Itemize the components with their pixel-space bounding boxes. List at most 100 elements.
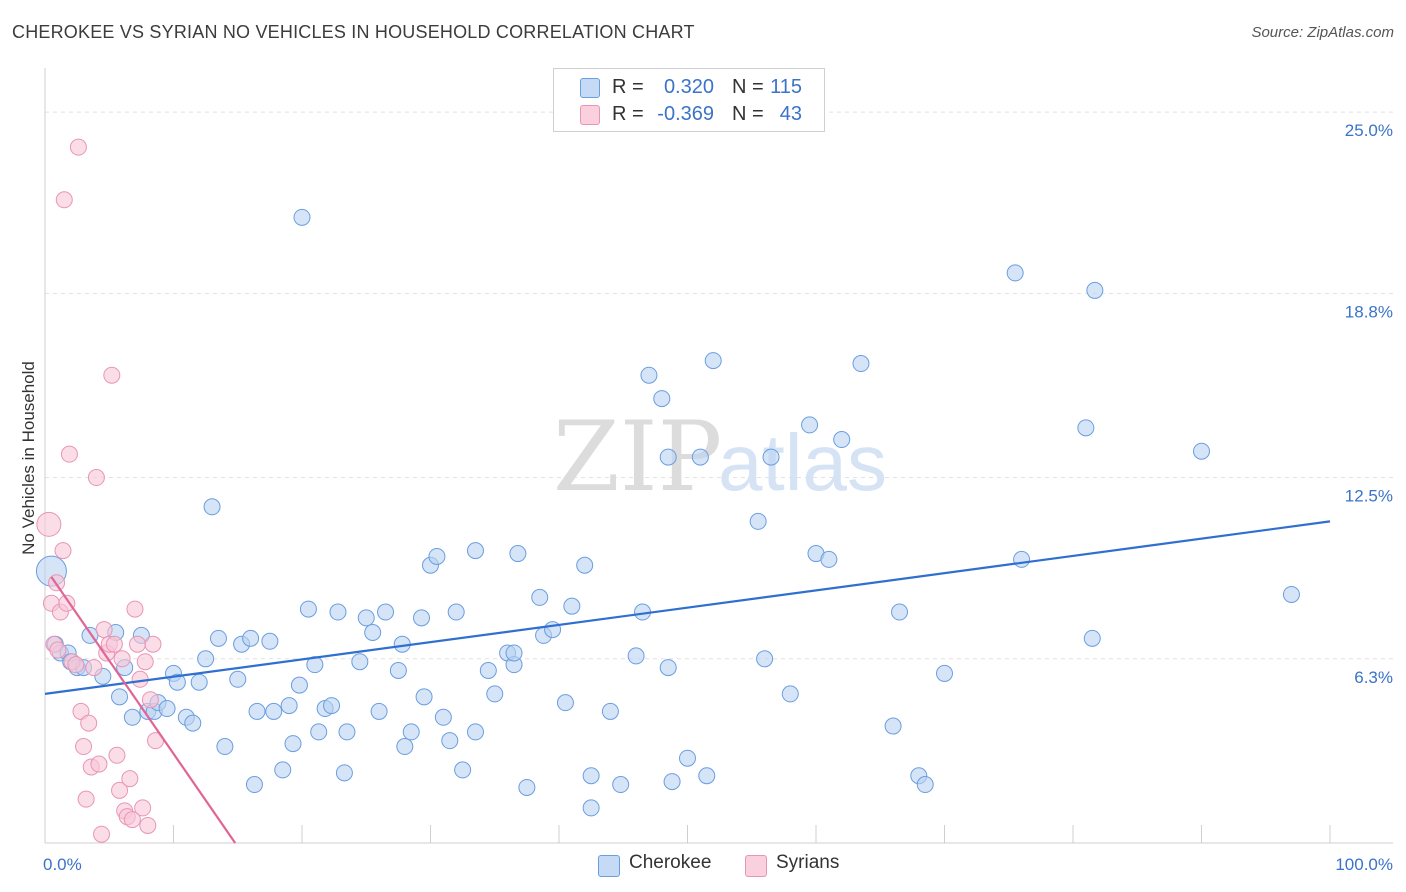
cherokee-point (486, 685, 504, 703)
cherokee-point (447, 603, 465, 621)
cherokee-point (1013, 550, 1031, 568)
cherokee-point (653, 390, 671, 408)
cherokee-point (441, 732, 459, 750)
syrians-label: Syrians (776, 852, 840, 873)
watermark: ZIP atlas (553, 401, 887, 513)
syrians-point (54, 542, 72, 560)
cherokee-point (936, 664, 953, 682)
cherokee-point (290, 676, 308, 694)
syrians-point (113, 650, 131, 668)
cherokee-point (659, 659, 677, 677)
syrians-point (77, 790, 95, 808)
cherokee-point (415, 688, 433, 706)
syrians-trendline (50, 576, 237, 844)
cherokee-point (351, 653, 369, 671)
syrians-point (85, 659, 103, 677)
legend-swatch-pink (580, 105, 600, 125)
cherokee-point (1282, 585, 1300, 603)
syrians-point (55, 191, 73, 209)
cherokee-point (833, 431, 851, 449)
legend-row-cherokee: R = 0.320 N = 115 (554, 74, 824, 100)
cherokee-point (248, 702, 266, 720)
cherokee-point (1083, 629, 1101, 647)
syrians-point (58, 594, 76, 612)
cherokee-point (454, 761, 472, 779)
cherokee-point (884, 717, 902, 735)
y-tick-label: 25.0% (1345, 121, 1393, 140)
syrians-point (60, 445, 78, 463)
cherokee-point (261, 632, 279, 650)
cherokee-point (370, 702, 388, 720)
cherokee-point (891, 603, 909, 621)
cherokee-point (428, 547, 446, 565)
grid-lines (45, 111, 1393, 660)
cherokee-point (679, 749, 696, 767)
cherokee-point (563, 597, 581, 615)
source-label: Source: ZipAtlas.com (1251, 24, 1394, 41)
cherokee-point (1086, 281, 1104, 299)
y-axis-label: No Vehicles in Household (19, 361, 38, 555)
cherokee-point (338, 723, 356, 741)
syrians-point (141, 691, 159, 709)
syrians-point (105, 635, 123, 653)
cherokee-point (242, 629, 260, 647)
trend-lines (44, 520, 1331, 844)
cherokee-point (377, 603, 395, 621)
syrians-point (69, 138, 87, 156)
syrians-points (36, 138, 165, 843)
cherokee-point (434, 708, 452, 726)
legend-n-value: 43 (779, 103, 802, 125)
cherokee-point (820, 550, 838, 568)
cherokee-point (781, 685, 799, 703)
cherokee-point (505, 644, 523, 662)
cherokee-point (158, 700, 176, 718)
cherokee-point (168, 673, 186, 691)
cherokee-point (229, 670, 247, 688)
y-tick-label: 12.5% (1345, 487, 1393, 506)
cherokee-point (284, 735, 302, 753)
cherokee-point (203, 498, 221, 516)
legend-r-label: R = (612, 76, 644, 98)
cherokee-point (698, 767, 716, 785)
syrians-point (126, 600, 144, 618)
cherokee-point (357, 609, 375, 627)
chart-title: CHEROKEE VS SYRIAN NO VEHICLES IN HOUSEH… (12, 22, 695, 42)
cherokee-point (466, 542, 484, 560)
cherokee-point (299, 600, 317, 618)
cherokee-point (111, 688, 129, 706)
cherokee-point (329, 603, 347, 621)
y-tick-label: 6.3% (1354, 668, 1393, 687)
cherokee-point (916, 776, 934, 794)
syrians-point (87, 469, 105, 487)
syrians-point (75, 738, 93, 756)
cherokee-point (518, 778, 536, 796)
cherokee-point (582, 767, 600, 785)
cherokee-point (756, 650, 774, 668)
cherokee-point (749, 512, 767, 530)
legend-r-value: -0.369 (657, 103, 714, 125)
cherokee-point (197, 650, 215, 668)
cherokee-point (413, 609, 431, 627)
cherokee-point (612, 776, 630, 794)
cherokee-point (1193, 442, 1210, 460)
syrians-point (72, 702, 90, 720)
syrians-point (95, 621, 113, 639)
cherokee-point (245, 776, 263, 794)
syrians-point (49, 641, 67, 659)
syrians-point (121, 770, 139, 788)
legend-n-label: N = (732, 103, 764, 125)
cherokee-point (627, 647, 645, 665)
y-tick-label: 18.8% (1345, 302, 1393, 321)
cherokee-point (663, 773, 681, 791)
legend-swatch-blue (580, 78, 600, 98)
syrians-point (144, 635, 162, 653)
cherokee-point (659, 448, 677, 466)
cherokee-point (323, 697, 341, 715)
cherokee-trendline (44, 520, 1331, 695)
syrians-point (93, 825, 111, 843)
cherokee-point (280, 697, 298, 715)
cherokee-point (396, 738, 414, 756)
syrians-point (134, 799, 152, 817)
cherokee-point (531, 588, 549, 606)
cherokee-point (509, 545, 527, 563)
